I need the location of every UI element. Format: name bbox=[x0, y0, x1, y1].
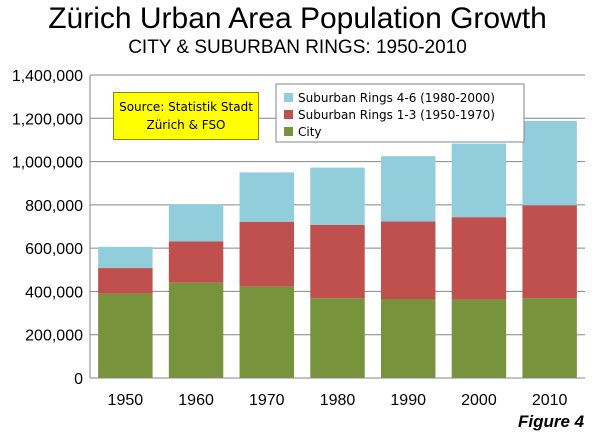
bar-segment-suburban-rings-4-6-1980-2000-1950 bbox=[98, 246, 153, 269]
y-tick-label: 600,000 bbox=[25, 241, 83, 258]
bar-segment-city-1960 bbox=[168, 282, 224, 378]
legend-swatch bbox=[284, 93, 293, 102]
bar-segment-city-1980 bbox=[310, 298, 365, 378]
chart-title: Zürich Urban Area Population Growth bbox=[48, 2, 547, 35]
bar-segment-suburban-rings-4-6-1980-2000-1980 bbox=[310, 167, 365, 225]
y-tick-labels: 0 200,000 400,000 600,000 800,000 1,000,000 1,… bbox=[12, 68, 83, 388]
bar-segment-suburban-rings-4-6-1980-2000-1990 bbox=[380, 156, 436, 222]
legend: Suburban Rings 4-6 (1980-2000) Suburban R… bbox=[275, 83, 525, 143]
bars bbox=[98, 120, 577, 378]
bar-segment-suburban-rings-4-6-1980-2000-2010 bbox=[522, 120, 577, 206]
y-tick-label: 1,400,000 bbox=[12, 68, 83, 85]
legend-swatch bbox=[284, 110, 293, 119]
bar-segment-suburban-rings-1-3-1950-1970-1970 bbox=[239, 221, 295, 287]
source-annotation: Source: Statistik Stadt Zürich & FSO bbox=[113, 92, 259, 140]
bar-segment-suburban-rings-1-3-1950-1970-1950 bbox=[98, 268, 153, 294]
bar-segment-city-2000 bbox=[451, 299, 507, 378]
bar-segment-city-2010 bbox=[522, 298, 577, 378]
y-tick-label: 1,000,000 bbox=[12, 155, 83, 172]
bar-segment-suburban-rings-1-3-1950-1970-2010 bbox=[522, 205, 577, 299]
bar-segment-suburban-rings-1-3-1950-1970-1990 bbox=[380, 221, 436, 300]
bar-segment-city-1950 bbox=[98, 293, 153, 378]
bar-segment-suburban-rings-1-3-1950-1970-2000 bbox=[451, 217, 507, 300]
bar-segment-city-1970 bbox=[239, 286, 295, 378]
source-line-2: Zürich & FSO bbox=[146, 118, 226, 132]
axes bbox=[89, 75, 585, 379]
bar-segment-city-1990 bbox=[380, 299, 436, 378]
y-tick-label: 200,000 bbox=[25, 328, 83, 345]
bar-segment-suburban-rings-4-6-1980-2000-1970 bbox=[239, 172, 295, 222]
legend-box bbox=[275, 83, 525, 143]
y-tick-label: 0 bbox=[74, 371, 83, 388]
x-tick-label: 1950 bbox=[108, 392, 144, 409]
legend-swatch bbox=[284, 127, 293, 136]
figure-label: Figure 4 bbox=[518, 412, 585, 431]
bar-segment-suburban-rings-4-6-1980-2000-2000 bbox=[451, 143, 507, 218]
x-tick-label: 1980 bbox=[320, 392, 356, 409]
y-tick-label: 400,000 bbox=[25, 284, 83, 301]
source-line-1: Source: Statistik Stadt bbox=[119, 100, 253, 114]
y-tick-label: 800,000 bbox=[25, 198, 83, 215]
legend-label: Suburban Rings 1-3 (1950-1970) bbox=[298, 108, 495, 122]
bar-segment-suburban-rings-1-3-1950-1970-1960 bbox=[168, 241, 224, 283]
bar-segment-suburban-rings-1-3-1950-1970-1980 bbox=[310, 224, 365, 299]
legend-label: City bbox=[298, 125, 322, 139]
bar-segment-suburban-rings-4-6-1980-2000-1960 bbox=[168, 204, 224, 242]
x-tick-label: 2010 bbox=[532, 392, 568, 409]
legend-label: Suburban Rings 4-6 (1980-2000) bbox=[298, 91, 495, 105]
x-tick-label: 1990 bbox=[390, 392, 426, 409]
x-tick-label: 2000 bbox=[461, 392, 497, 409]
y-tick-label: 1,200,000 bbox=[12, 111, 83, 128]
x-tick-label: 1960 bbox=[178, 392, 214, 409]
x-tick-labels: 1950 1960 1970 1980 1990 2000 2010 bbox=[108, 392, 568, 409]
x-tick-label: 1970 bbox=[249, 392, 285, 409]
chart-subtitle: CITY & SUBURBAN RINGS: 1950-2010 bbox=[128, 37, 467, 58]
